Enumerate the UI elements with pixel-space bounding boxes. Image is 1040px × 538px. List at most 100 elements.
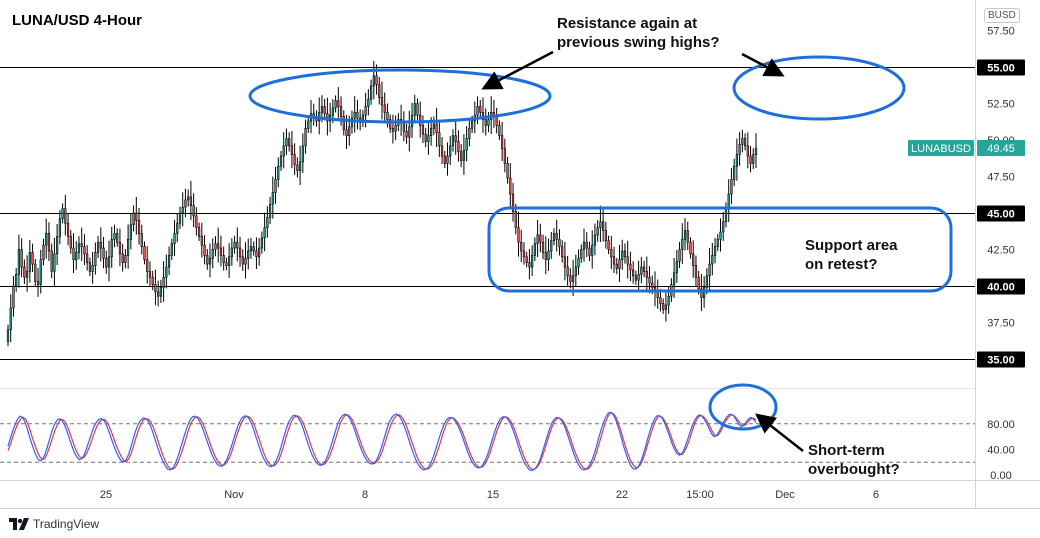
candle-body-up	[735, 154, 739, 167]
candle	[683, 218, 687, 251]
candle-body-down	[236, 241, 239, 249]
candle-body-down	[342, 116, 345, 131]
candle	[607, 235, 610, 255]
candle	[552, 228, 556, 246]
price-tick-label: 52.50	[987, 99, 1015, 111]
candle-body-down	[293, 154, 296, 166]
candle-body-up	[96, 241, 100, 253]
overbought-ellipse	[708, 383, 778, 431]
candle-body-down	[602, 221, 605, 231]
candle	[23, 259, 26, 285]
candle-body-down	[356, 111, 359, 119]
candle	[233, 235, 236, 254]
candle-body-down	[157, 291, 160, 297]
candle	[577, 249, 580, 275]
level-label: 40.00	[987, 282, 1015, 294]
currency-badge[interactable]: BUSD	[984, 8, 1020, 23]
candle-body-up	[331, 107, 334, 116]
candle-body-down	[143, 246, 146, 261]
candle-body-up	[462, 149, 466, 161]
candle-body-down	[514, 211, 517, 228]
brand-name: TradingView	[33, 517, 100, 531]
candle-body-up	[107, 256, 111, 268]
candle	[391, 114, 395, 144]
tradingview-logo-icon	[9, 518, 29, 530]
candle	[656, 279, 659, 309]
candle	[42, 238, 45, 266]
candle-body-up	[28, 252, 31, 272]
candle	[547, 238, 550, 271]
candle-body-up	[353, 111, 356, 119]
candle-body-up	[301, 145, 304, 163]
candle	[405, 123, 408, 144]
candle-body-down	[525, 256, 528, 263]
horizontal-levels: 55.00 45.00 40.00 35.00	[0, 59, 1025, 368]
candle-body-down	[137, 220, 141, 234]
candle	[247, 238, 250, 270]
candle	[208, 243, 212, 278]
brand-footer[interactable]: TradingView	[9, 517, 99, 531]
candle-body-down	[484, 119, 487, 126]
candle	[189, 180, 193, 221]
candle	[531, 245, 534, 276]
candle-body-down	[495, 116, 498, 126]
candle-body-down	[503, 148, 506, 164]
candle-body-up	[244, 257, 247, 265]
candle	[462, 134, 466, 175]
candle-body-down	[135, 212, 138, 221]
candle-body-down	[203, 244, 206, 256]
candle-body-down	[405, 130, 408, 138]
candle	[479, 100, 482, 118]
candle-body-up	[724, 208, 728, 223]
candle-body-up	[12, 285, 15, 309]
candle-body-up	[258, 247, 261, 258]
candle-body-down	[566, 266, 569, 277]
resistance-annotation: Resistance again at previous swing highs…	[557, 14, 720, 52]
candle-body-down	[520, 241, 523, 252]
indicator-tick-label: 80.00	[987, 419, 1015, 431]
candle	[268, 196, 272, 225]
candle	[17, 234, 21, 288]
candle	[228, 243, 231, 278]
candle	[536, 220, 539, 258]
candle-body-down	[509, 177, 512, 195]
candle-body-down	[20, 249, 23, 268]
candle-body-up	[618, 259, 621, 269]
candle	[604, 221, 607, 249]
candle	[438, 120, 441, 158]
candle	[274, 167, 277, 204]
candle	[184, 188, 187, 218]
candle	[126, 224, 130, 269]
candle	[135, 196, 138, 235]
candle-body-up	[476, 106, 479, 116]
candle-body-down	[47, 233, 51, 252]
candle-body-down	[197, 227, 201, 237]
candle	[634, 270, 638, 285]
candle	[12, 276, 15, 317]
candle-body-up	[91, 265, 94, 272]
candle-body-down	[558, 238, 561, 247]
candle-body-down	[541, 241, 545, 253]
candle-body-down	[569, 275, 572, 282]
candle-body-down	[689, 241, 692, 255]
candle	[94, 242, 97, 275]
candle-body-up	[722, 221, 725, 233]
candle	[500, 121, 504, 162]
candle	[541, 234, 545, 260]
support-line-1: Support area	[805, 237, 898, 254]
candle	[271, 176, 274, 219]
candle	[752, 148, 755, 170]
candle	[544, 236, 547, 275]
candle	[75, 241, 78, 270]
candle-body-up	[178, 212, 182, 224]
candle	[334, 95, 337, 113]
candle	[329, 102, 332, 133]
candle	[159, 279, 162, 304]
candle	[427, 120, 430, 155]
candle	[121, 243, 124, 272]
candle	[53, 237, 56, 286]
candle	[487, 112, 490, 133]
candle-body-down	[146, 259, 149, 272]
candle	[353, 96, 356, 133]
